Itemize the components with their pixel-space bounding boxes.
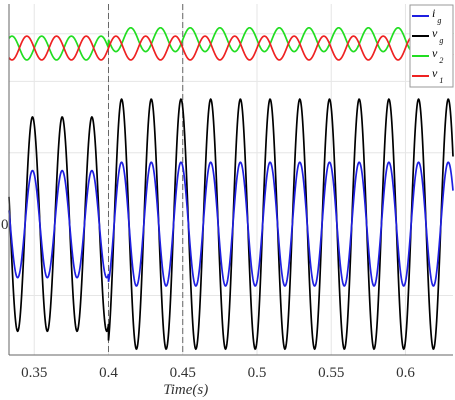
x-tick-label-2: 0.45 xyxy=(170,365,196,381)
x-tick-label-4: 0.55 xyxy=(318,365,344,381)
legend-entry-3: v1 xyxy=(432,66,443,85)
x-tick-layer: 0.35 0.4 0.45 0.5 0.55 0.6 xyxy=(21,365,415,381)
x-axis-label: Time(s) xyxy=(163,382,208,398)
y-zero-tick-label: 0 xyxy=(1,217,9,233)
x-tick-label-5: 0.6 xyxy=(396,365,415,381)
legend-entry-0: ig xyxy=(432,6,441,25)
series-v-2-line xyxy=(8,26,454,61)
series-v-1-line xyxy=(8,35,454,61)
legend-entry-2: v2 xyxy=(432,46,443,65)
legend-box xyxy=(409,4,454,88)
series-layer xyxy=(8,26,454,351)
x-tick-label-1: 0.4 xyxy=(99,365,118,381)
x-tick-label-3: 0.5 xyxy=(248,365,267,381)
legend-entry-1: vg xyxy=(432,26,443,45)
x-tick-label-0: 0.35 xyxy=(21,365,47,381)
event-marker-layer xyxy=(107,4,184,355)
series-i-g-line xyxy=(8,161,454,287)
series-v-g-line xyxy=(8,98,454,351)
